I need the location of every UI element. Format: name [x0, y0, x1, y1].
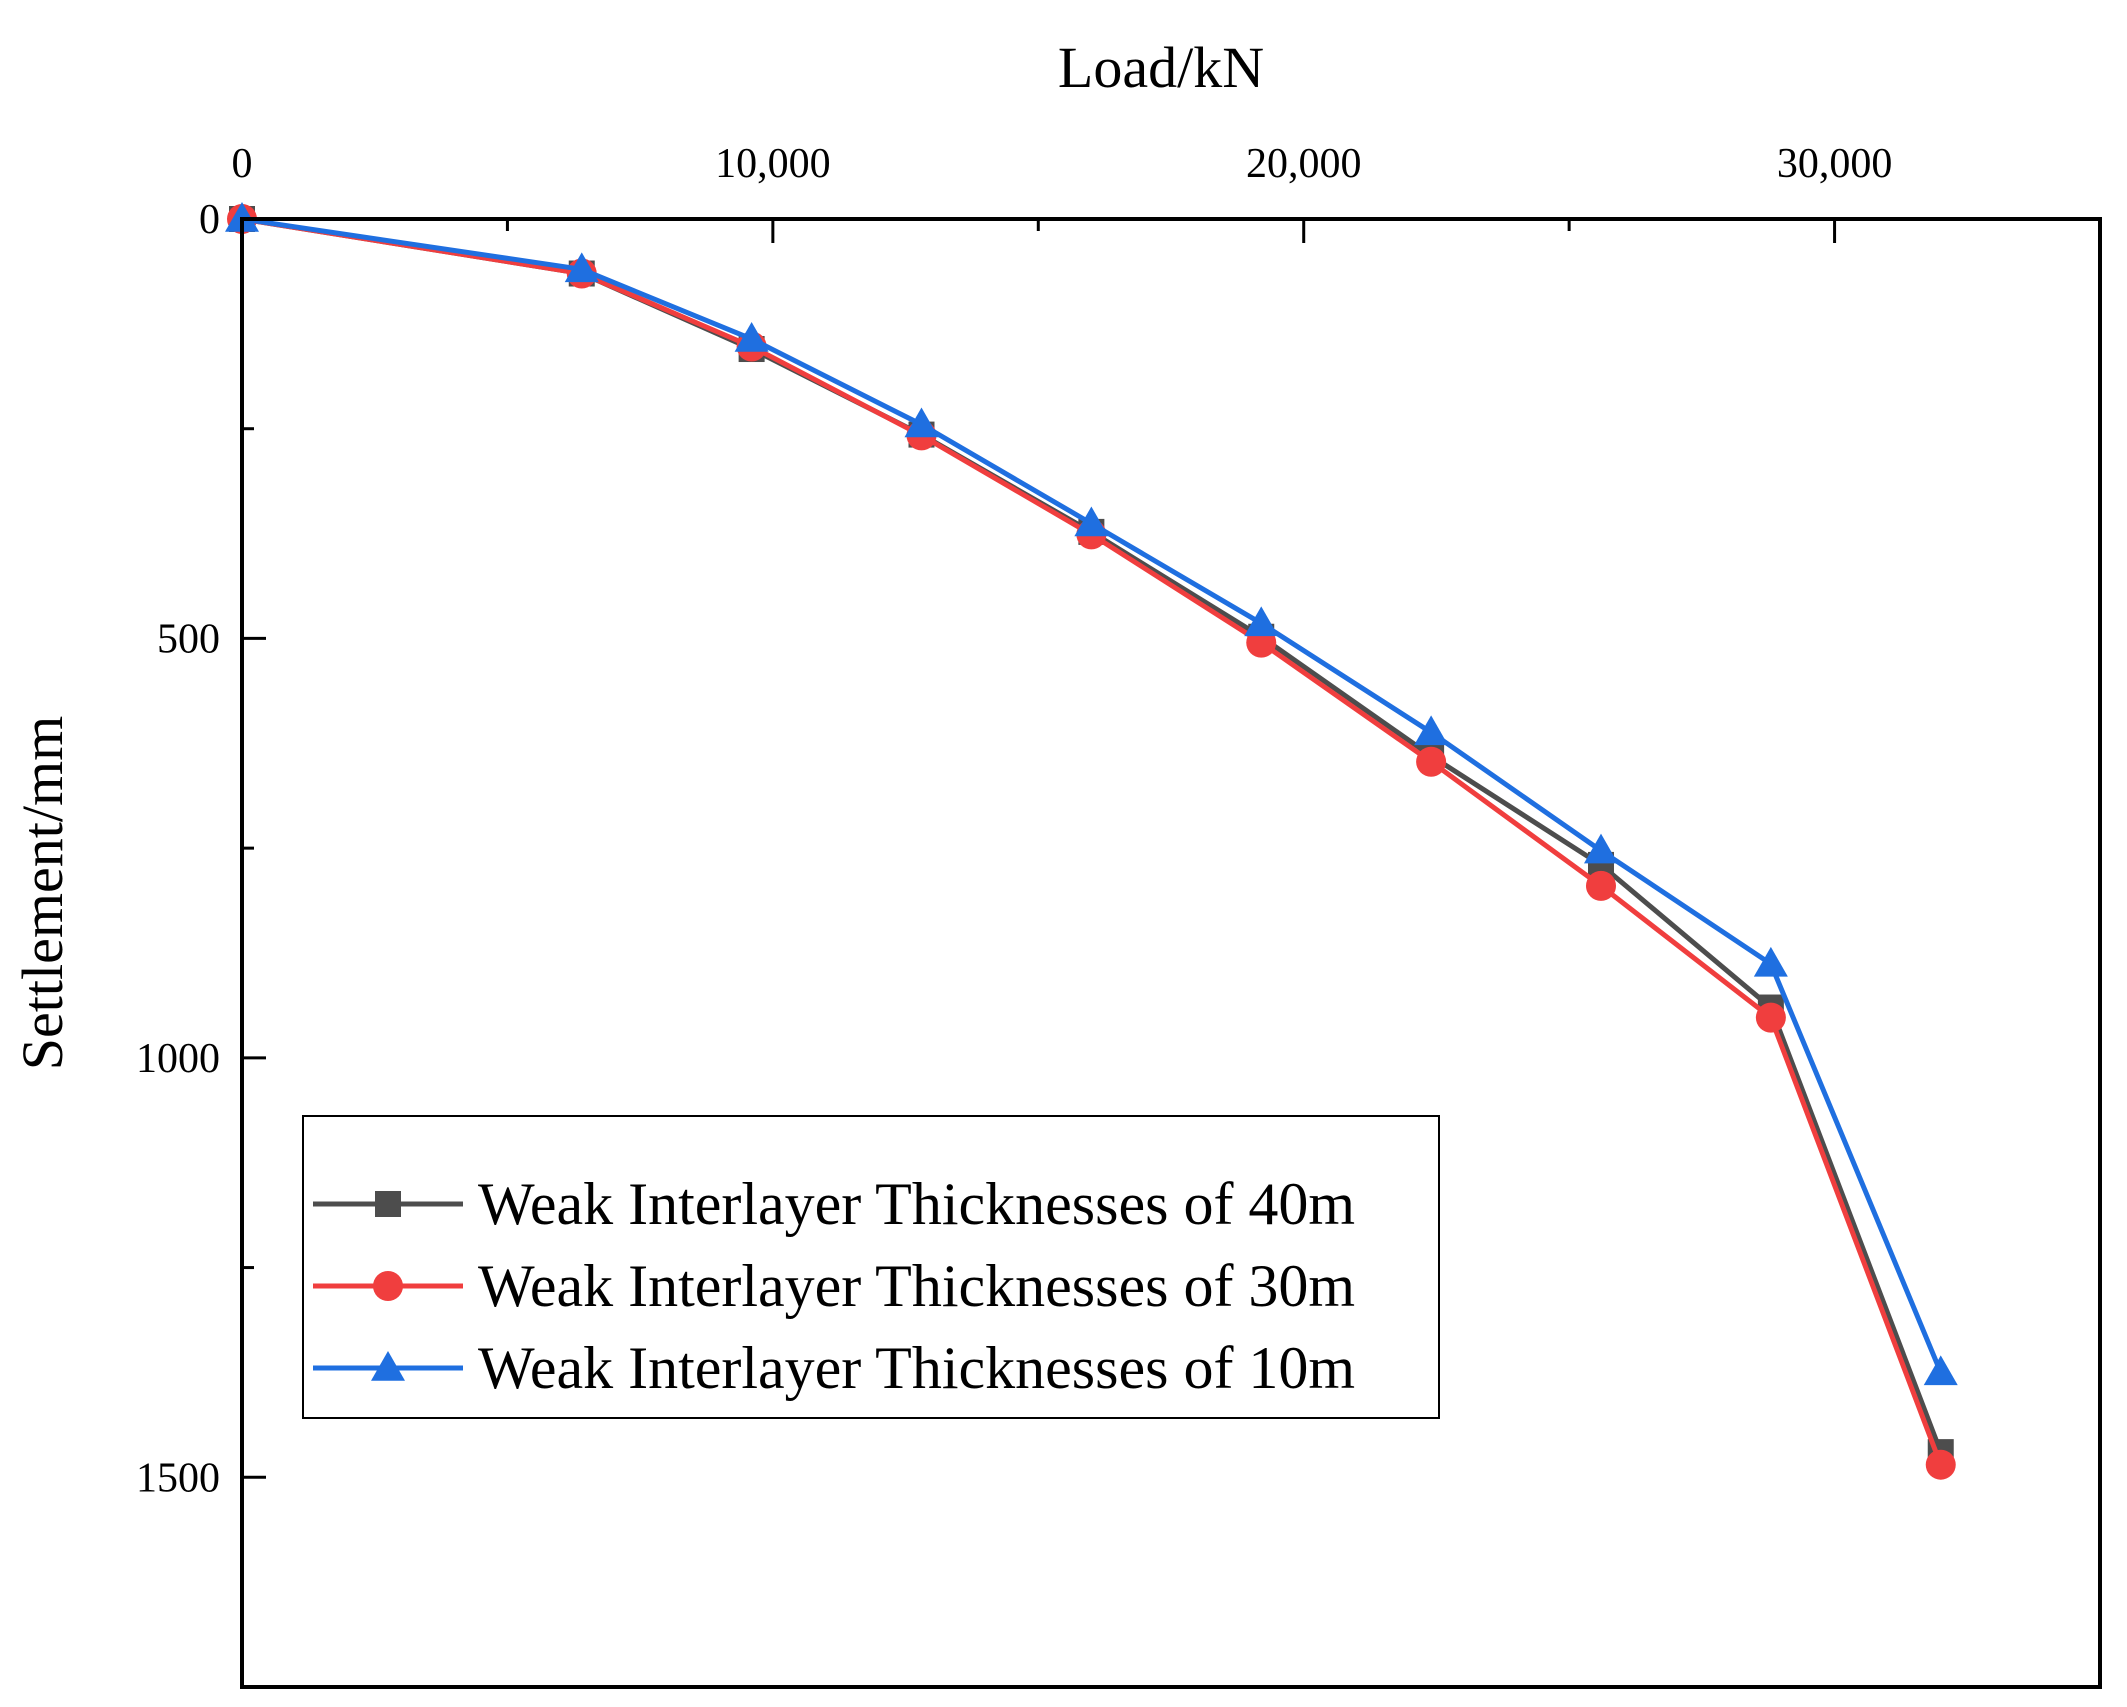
x-tick-label: 20,000: [1246, 141, 1362, 187]
x-tick-label: 0: [232, 141, 253, 187]
y-tick-label: 0: [199, 197, 220, 243]
legend-box: [302, 1115, 1440, 1419]
legend-label-30m: Weak Interlayer Thicknesses of 30m: [478, 1253, 1355, 1319]
data-point-10m: [1583, 833, 1618, 864]
legend-marker-40m: [375, 1191, 401, 1217]
x-tick-label: 10,000: [715, 141, 831, 187]
data-point-10m: [904, 407, 939, 438]
y-axis-title: Settlement/mm: [10, 716, 75, 1070]
legend-marker-shape: [371, 1351, 405, 1381]
data-point-10m: [225, 202, 259, 232]
data-point-10m: [564, 252, 599, 283]
legend-label-10m: Weak Interlayer Thicknesses of 10m: [478, 1335, 1355, 1401]
data-point-30m: [1416, 746, 1447, 777]
series-line-30m: [241, 216, 1944, 1466]
x-tick-label: 30,000: [1777, 141, 1893, 187]
data-point-10m: [734, 321, 769, 352]
y-tick-label: 1000: [136, 1036, 220, 1082]
data-point-10m: [1244, 606, 1279, 637]
y-tick-label: 1500: [136, 1455, 220, 1501]
legend-marker-shape: [373, 1271, 403, 1301]
legend-marker-30m: [373, 1271, 403, 1301]
data-point-30m: [1755, 1002, 1786, 1033]
y-tick-label: 500: [157, 616, 220, 662]
ticks-layer: 0 10,000 20,000 30,000 0 500 1000 1500: [136, 141, 1892, 1501]
legend-marker-10m: [371, 1351, 405, 1381]
series-line-10m: [241, 216, 1944, 1374]
data-point-30m: [1585, 870, 1616, 901]
plot-frame: [240, 217, 2102, 1689]
legend-marker-shape: [375, 1191, 401, 1217]
data-point-10m: [1074, 506, 1109, 537]
legend: Weak Interlayer Thicknesses of 40m Weak …: [302, 1115, 1440, 1419]
data-point-10m: [1923, 1355, 1958, 1386]
data-point-30m: [1925, 1449, 1956, 1480]
x-axis-title: Load/kN: [1058, 35, 1264, 100]
data-point-10m: [1414, 715, 1449, 746]
series-10m: [225, 202, 1958, 1386]
legend-label-40m: Weak Interlayer Thicknesses of 40m: [478, 1171, 1355, 1237]
data-point-10m: [1753, 946, 1788, 977]
